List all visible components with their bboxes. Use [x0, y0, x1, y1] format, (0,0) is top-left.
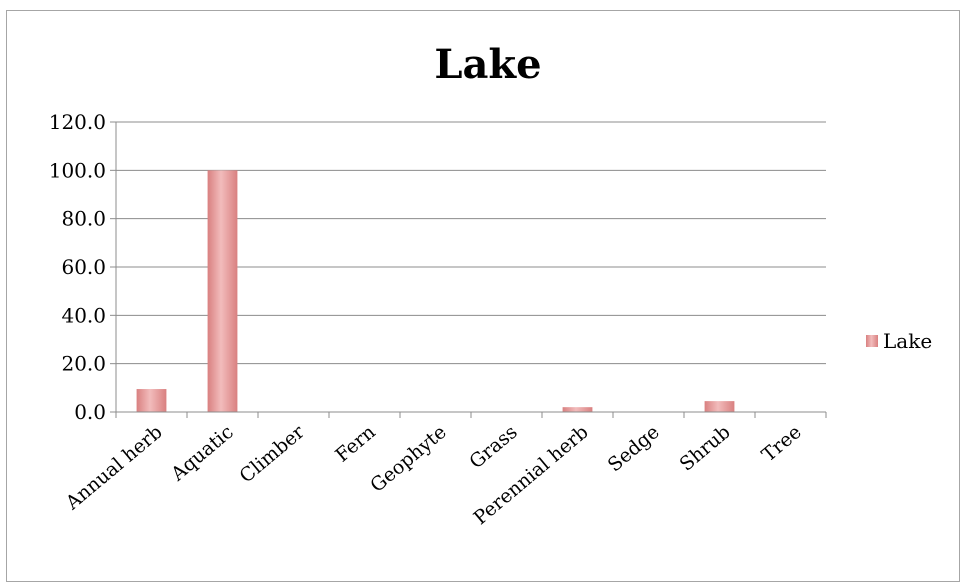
y-tick-label: 100.0: [49, 158, 106, 182]
y-tick-label: 60.0: [61, 255, 106, 279]
bar-perennial-herb: [562, 407, 593, 412]
legend: Lake: [866, 329, 932, 353]
x-tick-label: Annual herb: [61, 421, 167, 515]
chart-title: Lake: [434, 41, 541, 88]
x-tick-label: Fern: [331, 421, 379, 467]
x-tick-label: Sedge: [604, 421, 664, 476]
chart-frame: [6, 10, 960, 582]
x-tick-label: Aquatic: [166, 421, 237, 486]
y-tick-label: 0.0: [74, 400, 106, 424]
y-tick-label: 80.0: [61, 207, 106, 231]
x-tick-label: Shrub: [676, 421, 735, 476]
x-tick-label: Climber: [235, 420, 309, 487]
x-tick-label: Tree: [758, 421, 806, 466]
y-tick-label: 40.0: [61, 303, 106, 327]
x-tick-label: Grass: [465, 421, 521, 473]
bar-annual-herb: [136, 389, 167, 412]
bar-shrub: [704, 401, 735, 412]
x-tick-label: Geophyte: [366, 421, 451, 497]
legend-label: Lake: [883, 329, 932, 353]
bar-aquatic: [207, 170, 238, 412]
legend-swatch: [866, 335, 878, 347]
y-tick-label: 20.0: [61, 352, 106, 376]
y-tick-label: 120.0: [49, 110, 106, 134]
